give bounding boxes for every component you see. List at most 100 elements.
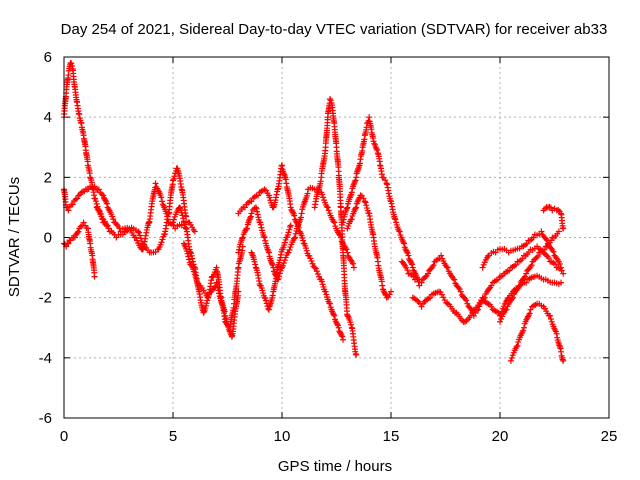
data-point-interp [302,245,309,252]
data-point [405,252,412,259]
data-point [527,306,534,313]
data-point [353,204,360,211]
data-point [241,204,248,211]
data-point [170,219,176,226]
data-point-interp [480,261,487,268]
x-tick-label: 0 [60,428,68,445]
data-point-interp [251,258,258,265]
data-point [348,189,355,196]
data-point-interp [513,343,520,350]
data-point [555,228,562,235]
data-point-interp [530,234,537,241]
data-point [91,273,98,280]
data-point-interp [180,215,187,222]
data-point [409,264,416,271]
data-point-interp [193,276,200,283]
data-point-interp [519,255,526,262]
data-point [547,312,554,319]
data-point [340,219,347,226]
data-point-interp [224,321,231,328]
data-point [335,324,342,331]
data-point-interp [239,235,246,242]
series-track-8 [235,184,357,283]
data-point-interp [221,308,228,315]
data-point-interp [339,333,346,340]
data-point [239,234,246,241]
data-point-interp [103,200,110,207]
data-point-interp [520,327,527,334]
data-point [514,342,521,349]
data-point-interp [463,297,470,304]
data-point [510,294,517,301]
x-tick-label: 10 [274,428,291,445]
data-point [488,282,495,289]
y-tick-label: 4 [44,109,52,126]
data-point [507,357,514,364]
data-point-interp [292,230,299,237]
data-point-interp [216,290,223,297]
data-point [479,294,486,301]
data-point-interp [314,271,321,278]
data-point-interp [343,246,350,253]
data-point-interp [307,255,314,262]
data-point-interp [300,237,307,244]
series-track-18 [497,228,562,325]
data-point [255,192,262,199]
y-tick-label: 2 [44,169,52,186]
data-point-interp [159,236,166,243]
data-point-interp [545,254,552,261]
data-point-interp [399,259,406,266]
data-point-interp [98,213,105,220]
data-point [248,198,255,205]
data-point-interp [286,226,293,233]
data-point-interp [334,321,341,328]
data-point-interp [254,211,261,218]
data-point [538,228,545,235]
data-point [418,279,425,286]
data-point-interp [408,259,415,266]
data-point-interp [303,247,310,254]
data-point-interp [400,239,407,246]
data-point-interp [181,221,188,228]
data-point [451,276,458,283]
data-point-interp [550,248,557,255]
data-point [135,228,142,235]
data-point-interp [262,237,269,244]
data-point-interp [343,205,350,212]
data-point-interp [522,273,529,280]
data-point [287,222,294,229]
data-point-interp [443,263,450,270]
data-point-interp [508,295,515,302]
data-point-interp [269,260,276,267]
data-point [340,336,347,343]
data-point-interp [136,232,143,239]
data-point-interp [276,273,283,280]
data-point-interp [190,268,197,275]
data-point [523,270,530,277]
data-point-interp [409,261,416,268]
data-point-interp [189,258,196,265]
data-point-interp [170,216,177,223]
data-point-interp [136,229,143,236]
data-point-interp [188,252,195,259]
y-tick-label: -4 [39,350,52,367]
data-point-interp [236,246,243,253]
data-point [479,264,486,271]
data-point [71,234,78,241]
data-point [191,228,198,235]
axis-ticks: 0 5 10 15 20 25 -6 -4 -2 0 2 4 6 [39,49,618,445]
data-point [152,180,159,187]
data-point-interp [523,240,530,247]
data-point-interp [110,216,117,223]
data-point-interp [163,210,170,217]
x-axis-label: GPS time / hours [278,458,392,475]
data-point [396,228,403,235]
data-point-interp [297,214,304,221]
data-point-interp [541,246,548,253]
x-tick-label: 25 [601,428,618,445]
data-point [265,249,272,256]
data-point-interp [362,199,369,206]
data-point-interp [313,268,320,275]
data-point-interp [191,271,198,278]
data-point [425,270,432,277]
